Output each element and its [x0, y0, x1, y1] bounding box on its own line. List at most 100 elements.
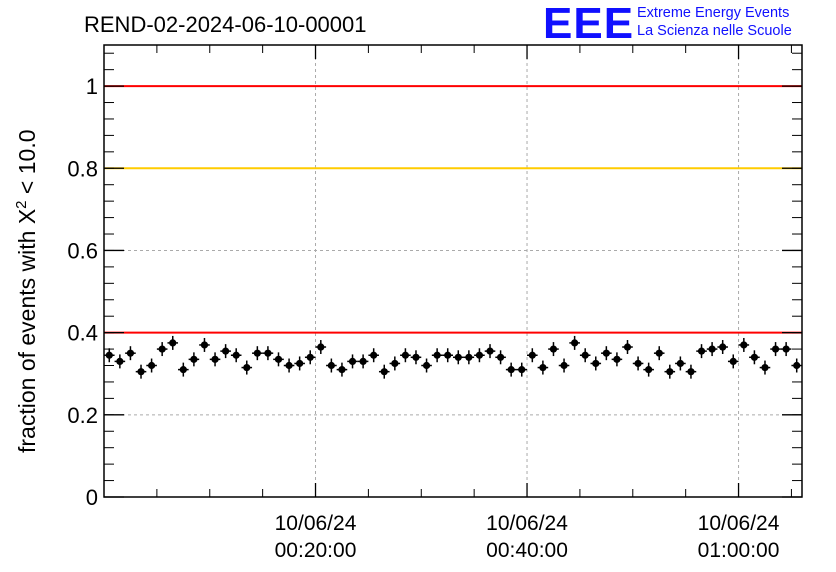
- eee-logo: EEE: [543, 0, 635, 48]
- data-point: [262, 346, 274, 361]
- data-point: [696, 344, 707, 359]
- data-marker: [285, 361, 293, 370]
- y-axis-label-prefix: fraction of events with X: [14, 209, 40, 453]
- data-point: [209, 352, 221, 367]
- data-marker: [412, 353, 420, 361]
- data-point: [505, 362, 517, 377]
- data-marker: [211, 355, 219, 363]
- y-tick-label: 0.4: [67, 321, 98, 346]
- data-point: [220, 344, 231, 359]
- data-marker: [243, 363, 251, 372]
- data-marker: [105, 351, 113, 359]
- data-marker: [676, 359, 684, 368]
- data-marker: [444, 351, 452, 359]
- data-marker: [496, 353, 505, 361]
- data-marker: [306, 353, 314, 361]
- data-marker: [655, 349, 663, 357]
- data-point: [283, 358, 295, 373]
- data-point: [601, 346, 612, 361]
- plot-frame: [103, 44, 803, 498]
- data-marker: [370, 351, 378, 359]
- x-tick-label-date: 10/06/24: [486, 512, 568, 535]
- data-marker: [507, 366, 515, 374]
- data-marker: [592, 359, 600, 368]
- data-marker: [253, 349, 261, 357]
- data-point: [336, 362, 348, 377]
- data-marker: [475, 351, 484, 359]
- data-point: [188, 352, 200, 367]
- data-point: [590, 356, 602, 371]
- data-point: [759, 360, 771, 375]
- axis-ticks: [104, 45, 802, 498]
- data-marker: [782, 345, 790, 353]
- data-marker: [528, 351, 536, 359]
- data-point: [706, 342, 718, 357]
- data-point: [643, 362, 654, 377]
- data-point: [516, 362, 528, 377]
- data-marker: [729, 357, 737, 365]
- data-marker: [623, 343, 632, 351]
- data-point: [632, 356, 644, 371]
- data-marker: [274, 355, 283, 363]
- data-point: [611, 352, 623, 367]
- logo-text: Extreme Energy Events La Scienza nelle S…: [637, 4, 792, 40]
- data-marker: [613, 355, 621, 363]
- data-marker: [719, 343, 727, 351]
- y-tick-label: 1: [86, 74, 98, 99]
- data-marker: [401, 351, 410, 359]
- data-point: [146, 358, 157, 373]
- data-marker: [232, 351, 240, 359]
- data-marker: [433, 351, 441, 359]
- data-point: [527, 348, 538, 363]
- data-marker: [750, 353, 759, 361]
- data-marker: [761, 363, 769, 372]
- data-point: [378, 364, 390, 379]
- data-marker: [645, 366, 653, 374]
- data-point: [421, 358, 432, 373]
- data-point: [178, 362, 189, 377]
- data-marker: [771, 345, 780, 353]
- x-tick-label-time: 00:20:00: [275, 539, 357, 562]
- data-marker: [137, 368, 145, 376]
- logo-line-1: Extreme Energy Events: [637, 5, 790, 21]
- data-point: [495, 350, 506, 365]
- data-point: [104, 348, 115, 363]
- data-marker: [200, 341, 209, 349]
- data-marker: [539, 363, 547, 372]
- data-point: [579, 348, 591, 363]
- data-point: [727, 354, 739, 369]
- data-marker: [169, 339, 177, 347]
- data-point: [791, 358, 802, 373]
- data-marker: [190, 355, 198, 363]
- x-tick-label-date: 10/06/24: [275, 512, 357, 535]
- data-marker: [380, 368, 388, 376]
- tick-labels: 0 0.2 0.4 0.6 0.8 1 10/06/24 00:20:00 10/06/24 00…: [67, 74, 779, 562]
- data-marker: [147, 361, 156, 370]
- data-point: [474, 348, 485, 363]
- data-point: [675, 356, 686, 371]
- data-point: [463, 350, 475, 365]
- data-marker: [391, 359, 399, 368]
- data-point: [114, 354, 126, 369]
- x-tick-label-date: 10/06/24: [698, 512, 780, 535]
- data-point: [738, 337, 750, 352]
- data-marker: [158, 345, 166, 353]
- x-tick-label-time: 01:00:00: [698, 539, 780, 562]
- data-marker: [222, 347, 230, 355]
- data-marker: [666, 368, 674, 376]
- data-point: [357, 354, 369, 369]
- y-tick-label: 0: [86, 485, 98, 510]
- data-point: [389, 356, 401, 371]
- data-point: [548, 342, 559, 357]
- data-marker: [126, 349, 135, 357]
- y-tick-label: 0.6: [67, 238, 98, 263]
- data-marker: [634, 359, 642, 368]
- data-point: [400, 348, 411, 363]
- data-marker: [116, 357, 124, 365]
- data-point: [135, 364, 147, 379]
- data-marker: [327, 361, 335, 370]
- data-point: [653, 346, 665, 361]
- y-tick-label: 0.8: [67, 156, 98, 181]
- data-point: [156, 342, 168, 357]
